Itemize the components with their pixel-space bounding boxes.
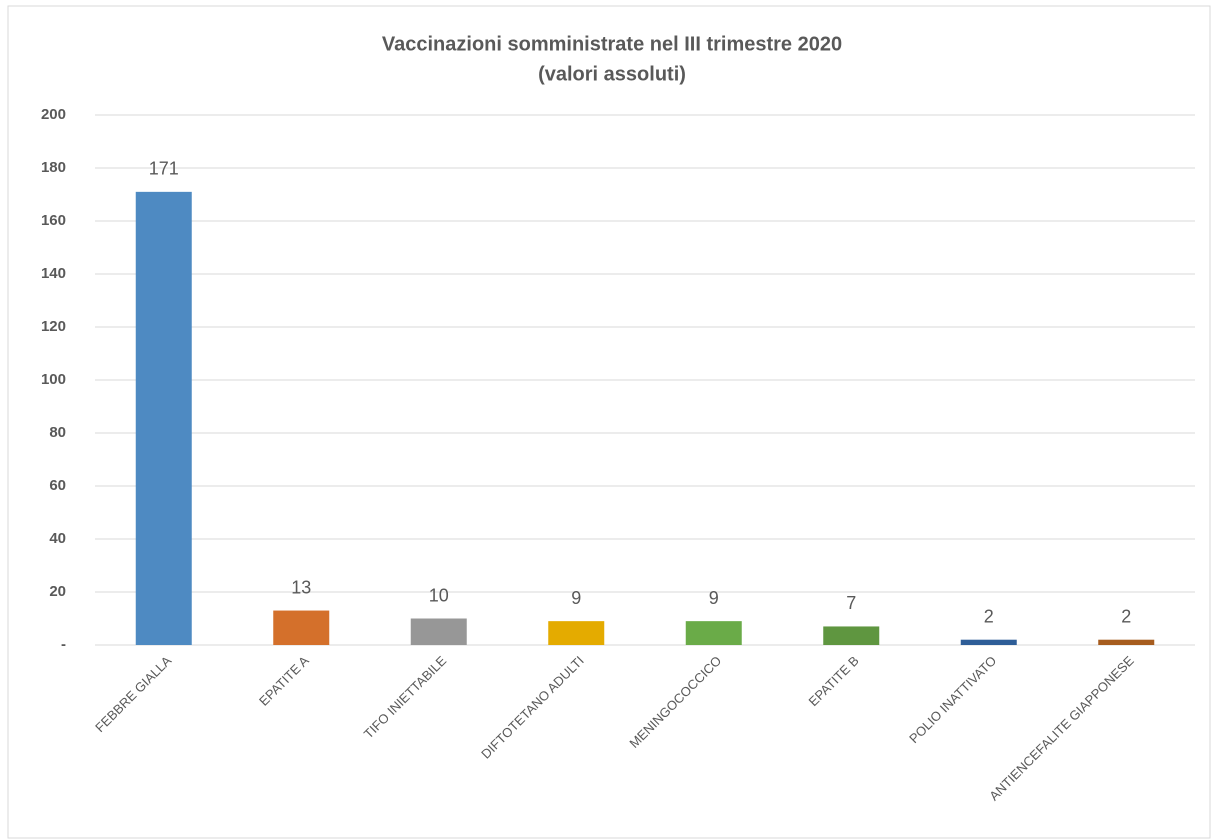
bar bbox=[135, 191, 192, 645]
chart-subtitle: (valori assoluti) bbox=[538, 63, 686, 85]
data-label: 9 bbox=[571, 588, 581, 608]
y-tick-label: 60 bbox=[49, 477, 66, 494]
y-tick-label: 140 bbox=[41, 265, 66, 282]
y-tick-label: 80 bbox=[49, 424, 66, 441]
data-label: 7 bbox=[846, 593, 856, 613]
bar bbox=[960, 639, 1017, 645]
y-tick-label: 200 bbox=[41, 106, 66, 123]
data-label: 2 bbox=[984, 606, 994, 626]
data-label: 171 bbox=[149, 159, 179, 179]
y-tick-label: 100 bbox=[41, 371, 66, 388]
y-tick-label: - bbox=[61, 636, 66, 653]
chart-frame bbox=[7, 5, 1211, 839]
bar bbox=[548, 621, 605, 645]
chart-title: Vaccinazioni somministrate nel III trime… bbox=[382, 33, 842, 55]
data-label: 2 bbox=[1121, 606, 1131, 626]
y-tick-label: 180 bbox=[41, 159, 66, 176]
data-label: 10 bbox=[429, 585, 449, 605]
data-label: 9 bbox=[709, 588, 719, 608]
bar bbox=[823, 626, 880, 645]
bar bbox=[410, 618, 467, 645]
y-tick-label: 120 bbox=[41, 318, 66, 335]
y-tick-label: 40 bbox=[49, 530, 66, 547]
bar bbox=[685, 621, 742, 645]
data-label: 13 bbox=[291, 577, 311, 597]
y-tick-label: 20 bbox=[49, 583, 66, 600]
bar bbox=[273, 610, 330, 645]
bar bbox=[1098, 639, 1155, 645]
y-tick-label: 160 bbox=[41, 212, 66, 229]
